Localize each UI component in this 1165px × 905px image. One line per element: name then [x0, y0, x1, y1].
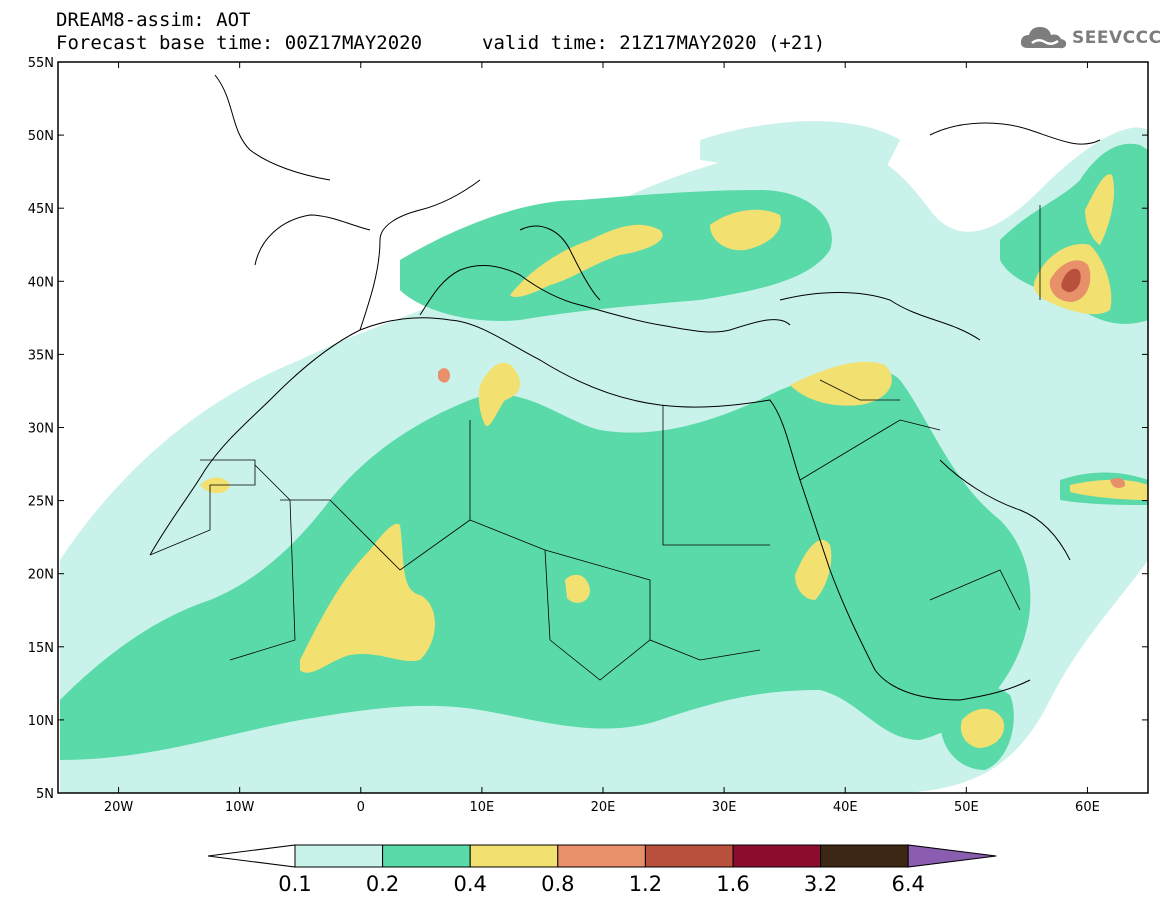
- country-borders: [149, 205, 1041, 681]
- colorbar-under-arrow: [207, 844, 296, 868]
- lat-label: 50N: [28, 129, 54, 144]
- colorbar-swatch: [557, 844, 646, 868]
- lat-label: 25N: [28, 495, 54, 510]
- colorbar-swatch: [469, 844, 559, 868]
- lat-label: 15N: [28, 641, 54, 656]
- map-title: DREAM8-assim: AOT: [56, 9, 251, 31]
- forecast-base-time: Forecast base time: 00Z17MAY2020: [56, 32, 423, 54]
- colorbar-label: 1.6: [716, 872, 749, 896]
- colorbar-label: 1.2: [629, 872, 662, 896]
- lon-label: 0: [357, 800, 365, 815]
- lon-label: 20E: [591, 800, 616, 815]
- lon-label: 30E: [712, 800, 737, 815]
- colorbar-label: 3.2: [804, 872, 837, 896]
- lon-label: 50E: [954, 800, 979, 815]
- coastlines: [149, 74, 1101, 701]
- colorbar-swatch: [732, 844, 822, 868]
- aot-contours: [60, 74, 1148, 793]
- brand-name: SEEVCCC: [1072, 28, 1162, 48]
- lat-label: 10N: [28, 714, 54, 729]
- lat-label: 5N: [36, 787, 54, 802]
- colorbar: 0.1 0.2 0.4 0.8 1.2 1.6 3.2 6.4: [207, 844, 997, 896]
- lon-label: 10E: [470, 800, 495, 815]
- colorbar-label: 0.4: [453, 872, 486, 896]
- colorbar-label: 0.1: [278, 872, 311, 896]
- lat-label: 35N: [28, 348, 54, 363]
- colorbar-over-arrow: [907, 844, 997, 868]
- lat-label: 30N: [28, 422, 54, 437]
- colorbar-swatch: [294, 844, 384, 868]
- aot-level-0-4: [200, 174, 1148, 748]
- lon-label: 20W: [104, 800, 134, 815]
- latitude-axis: 5N 10N 15N 20N 25N 30N 35N 40N 45N 50N 55N: [28, 56, 1148, 802]
- lon-label: 10W: [225, 800, 255, 815]
- colorbar-swatch: [644, 844, 734, 868]
- cloud-logo-icon: [1020, 27, 1067, 49]
- lat-label: 40N: [28, 275, 54, 290]
- lon-label: 40E: [833, 800, 858, 815]
- lon-label: 60E: [1075, 800, 1100, 815]
- lat-label: 45N: [28, 202, 54, 217]
- colorbar-label: 0.2: [366, 872, 399, 896]
- aot-level-1-2: [1061, 268, 1081, 293]
- colorbar-label: 6.4: [891, 872, 924, 896]
- longitude-axis: 20W 10W 0 10E 20E 30E 40E 50E 60E: [104, 62, 1100, 815]
- valid-time: valid time: 21Z17MAY2020 (+21): [482, 32, 826, 54]
- colorbar-swatch: [382, 844, 471, 868]
- lat-label: 55N: [28, 56, 54, 71]
- colorbar-swatch: [820, 844, 909, 868]
- colorbar-label: 0.8: [541, 872, 574, 896]
- brand-logo: SEEVCCC: [1018, 24, 1162, 52]
- lat-label: 20N: [28, 568, 54, 583]
